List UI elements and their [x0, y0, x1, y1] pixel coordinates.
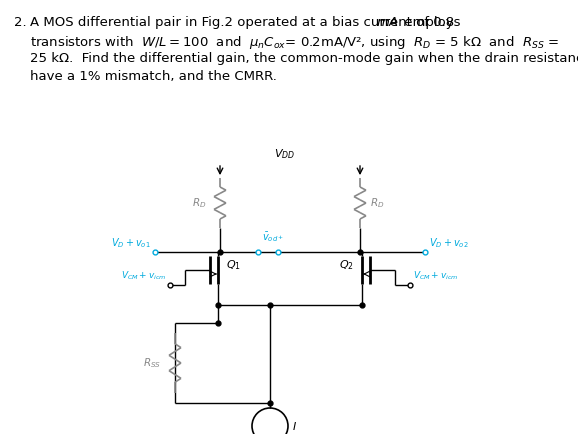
- Text: $mA$: $mA$: [376, 16, 399, 29]
- Text: $R_D$: $R_D$: [191, 196, 206, 210]
- Text: $V_{CM} + v_{icm}$: $V_{CM} + v_{icm}$: [413, 270, 458, 282]
- Text: $Q_1$: $Q_1$: [226, 258, 241, 272]
- Text: $V_D + v_{o2}$: $V_D + v_{o2}$: [429, 236, 469, 250]
- Text: 25 kΩ.  Find the differential gain, the common-mode gain when the drain resistan: 25 kΩ. Find the differential gain, the c…: [30, 52, 578, 65]
- Text: $R_D$: $R_D$: [370, 196, 384, 210]
- Text: employs: employs: [400, 16, 461, 29]
- Text: $I$: $I$: [292, 420, 297, 432]
- Text: $^+$: $^+$: [276, 234, 284, 243]
- Text: $V_{CM} + v_{icm}$: $V_{CM} + v_{icm}$: [121, 270, 167, 282]
- Text: 2.: 2.: [14, 16, 27, 29]
- Text: $R_{SS}$: $R_{SS}$: [143, 356, 161, 370]
- Text: have a 1% mismatch, and the CMRR.: have a 1% mismatch, and the CMRR.: [30, 70, 277, 83]
- Text: $Q_2$: $Q_2$: [339, 258, 354, 272]
- Text: $\bar{v}_{od}$: $\bar{v}_{od}$: [262, 230, 279, 244]
- Text: $V_{DD}$: $V_{DD}$: [275, 147, 295, 161]
- Text: A MOS differential pair in Fig.2 operated at a bias current of 0.8: A MOS differential pair in Fig.2 operate…: [30, 16, 458, 29]
- Text: transistors with  $W/L = 100$  and  $\mu_n C_{ox}$= 0.2mA/V², using  $R_D$ = 5 k: transistors with $W/L = 100$ and $\mu_n …: [30, 34, 559, 51]
- Text: $V_D + v_{o1}$: $V_D + v_{o1}$: [111, 236, 151, 250]
